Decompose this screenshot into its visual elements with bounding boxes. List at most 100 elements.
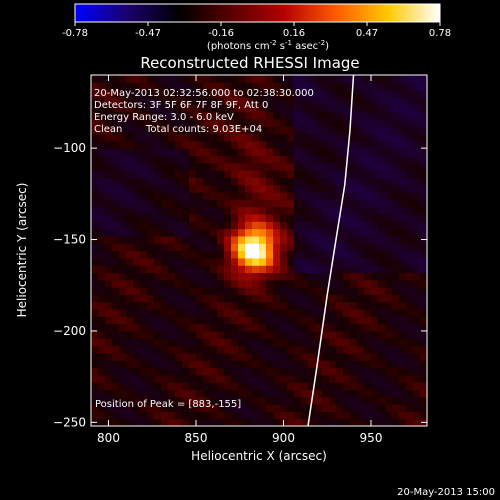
heatmap-cell <box>231 352 239 361</box>
heatmap-cell <box>231 367 239 376</box>
heatmap-cell <box>217 272 225 281</box>
heatmap-cell <box>161 265 169 274</box>
heatmap-cell <box>182 345 190 354</box>
heatmap-cell <box>196 272 204 281</box>
heatmap-cell <box>217 301 225 310</box>
heatmap-cell <box>322 257 330 266</box>
heatmap-cell <box>413 294 421 303</box>
heatmap-cell <box>245 104 253 113</box>
heatmap-cell <box>364 294 372 303</box>
heatmap-cell <box>98 404 106 412</box>
heatmap-cell <box>343 89 351 98</box>
x-tick-label: 900 <box>272 431 295 445</box>
heatmap-cell <box>119 184 127 193</box>
heatmap-cell <box>161 272 169 281</box>
heatmap-cell <box>385 206 393 215</box>
heatmap-cell <box>308 104 316 113</box>
heatmap-cell <box>294 126 302 135</box>
heatmap-cell <box>231 411 239 420</box>
heatmap-cell <box>420 206 427 215</box>
heatmap-cell <box>315 418 323 426</box>
heatmap-cell <box>231 75 239 83</box>
heatmap-cell <box>245 330 253 339</box>
heatmap-cell <box>336 382 344 391</box>
heatmap-cell <box>245 309 253 317</box>
heatmap-cell <box>182 338 190 347</box>
heatmap-cell <box>378 338 386 347</box>
heatmap-cell <box>294 287 302 295</box>
heatmap-cell <box>252 404 260 412</box>
heatmap-cell <box>392 89 400 98</box>
heatmap-cell <box>126 367 134 376</box>
heatmap-cell <box>105 177 113 186</box>
heatmap-cell <box>154 294 162 303</box>
heatmap-cell <box>203 257 211 266</box>
heatmap-cell <box>266 323 274 332</box>
heatmap-cell <box>322 235 330 244</box>
heatmap-cell <box>252 294 260 303</box>
heatmap-cell <box>196 140 204 149</box>
heatmap-cell <box>217 287 225 295</box>
heatmap-cell <box>154 418 162 426</box>
heatmap-cell <box>112 272 120 281</box>
heatmap-cell <box>420 89 427 98</box>
heatmap-cell <box>112 243 120 252</box>
heatmap-cell <box>273 126 281 135</box>
heatmap-cell <box>98 221 106 230</box>
heatmap-cell <box>287 374 295 383</box>
heatmap-cell <box>168 89 176 98</box>
heatmap-cell <box>189 192 197 200</box>
heatmap-cell <box>196 213 204 222</box>
heatmap-cell <box>322 338 330 347</box>
heatmap-cell <box>147 126 155 135</box>
heatmap-cell <box>252 287 260 295</box>
heatmap-cell <box>266 301 274 310</box>
heatmap-cell <box>364 367 372 376</box>
heatmap-cell <box>140 367 148 376</box>
heatmap-cell <box>140 192 148 200</box>
heatmap-cell <box>231 396 239 405</box>
heatmap-cell <box>203 140 211 149</box>
heatmap-cell <box>266 118 274 127</box>
heatmap-cell <box>210 316 218 325</box>
heatmap-cell <box>420 265 427 274</box>
heatmap-cell <box>343 228 351 237</box>
heatmap-cell <box>245 316 253 325</box>
heatmap-cell <box>238 411 246 420</box>
heatmap-cell <box>168 396 176 405</box>
footer-timestamp: 20-May-2013 15:00 <box>397 487 495 498</box>
heatmap-cell <box>413 287 421 295</box>
heatmap-cell <box>217 206 225 215</box>
heatmap-cell <box>203 199 211 208</box>
heatmap-cell <box>161 352 169 361</box>
heatmap-cell <box>406 184 414 193</box>
heatmap-cell <box>259 309 267 317</box>
heatmap-cell <box>140 338 148 347</box>
heatmap-cell <box>245 396 253 405</box>
x-axis-label: Heliocentric X (arcsec) <box>191 449 327 463</box>
heatmap-cell <box>350 177 358 186</box>
heatmap-cell <box>322 213 330 222</box>
heatmap-cell <box>364 279 372 288</box>
heatmap-cell <box>147 279 155 288</box>
heatmap-cell <box>168 155 176 164</box>
heatmap-cell <box>266 404 274 412</box>
annotation-total-counts: Total counts: 9.03E+04 <box>145 124 262 135</box>
heatmap-cell <box>371 367 379 376</box>
heatmap-cell <box>301 272 309 281</box>
heatmap-cell <box>224 192 232 200</box>
heatmap-cell <box>280 170 288 178</box>
heatmap-cell <box>98 199 106 208</box>
heatmap-cell <box>406 170 414 178</box>
heatmap-cell <box>189 75 197 83</box>
heatmap-cell <box>336 345 344 354</box>
heatmap-cell <box>224 170 232 178</box>
heatmap-cell <box>385 118 393 127</box>
heatmap-cell <box>154 221 162 230</box>
heatmap-cell <box>329 404 337 412</box>
heatmap-cell <box>203 162 211 171</box>
heatmap-cell <box>231 192 239 200</box>
heatmap-cell <box>259 418 267 426</box>
heatmap-cell <box>245 338 253 347</box>
heatmap-cell <box>357 338 365 347</box>
